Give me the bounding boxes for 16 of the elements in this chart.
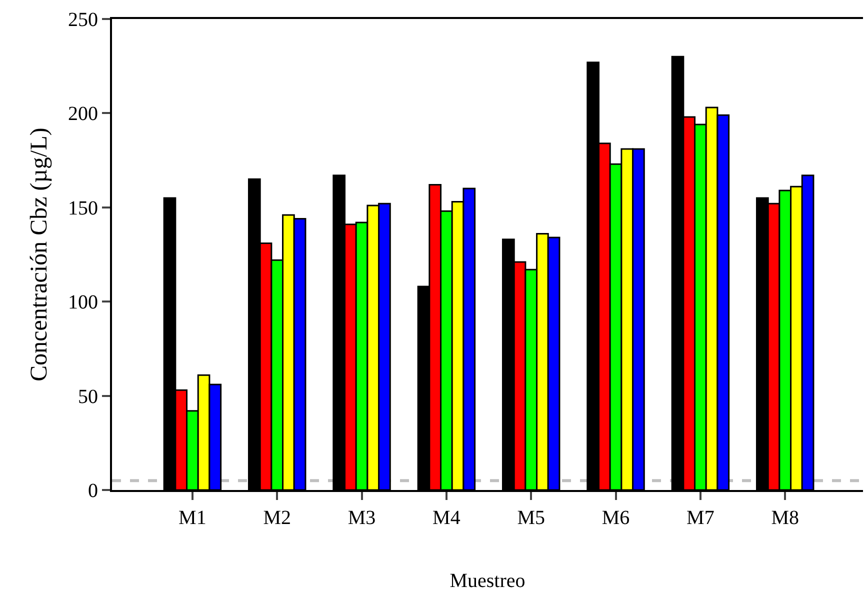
- x-tick-label: M4: [432, 507, 460, 529]
- x-tick-label: M1: [178, 507, 206, 529]
- x-tick-label: M7: [686, 507, 714, 529]
- y-tick-label: 200: [68, 103, 98, 126]
- y-tick-label: 250: [68, 9, 98, 31]
- x-axis-title: Muestreo: [450, 570, 526, 592]
- y-axis-title: Concentración Cbz (µg/L): [26, 128, 53, 382]
- x-tick-label: M2: [263, 507, 291, 529]
- x-tick-label: M6: [602, 507, 630, 529]
- y-tick-label: 50: [78, 386, 98, 408]
- x-tick-label: M5: [517, 507, 545, 529]
- x-tick-label: M8: [771, 507, 800, 529]
- y-tick-label: 150: [68, 197, 98, 220]
- y-tick-label: 0: [88, 480, 98, 502]
- y-tick-label: 100: [68, 292, 98, 314]
- x-tick-label: M3: [348, 507, 376, 529]
